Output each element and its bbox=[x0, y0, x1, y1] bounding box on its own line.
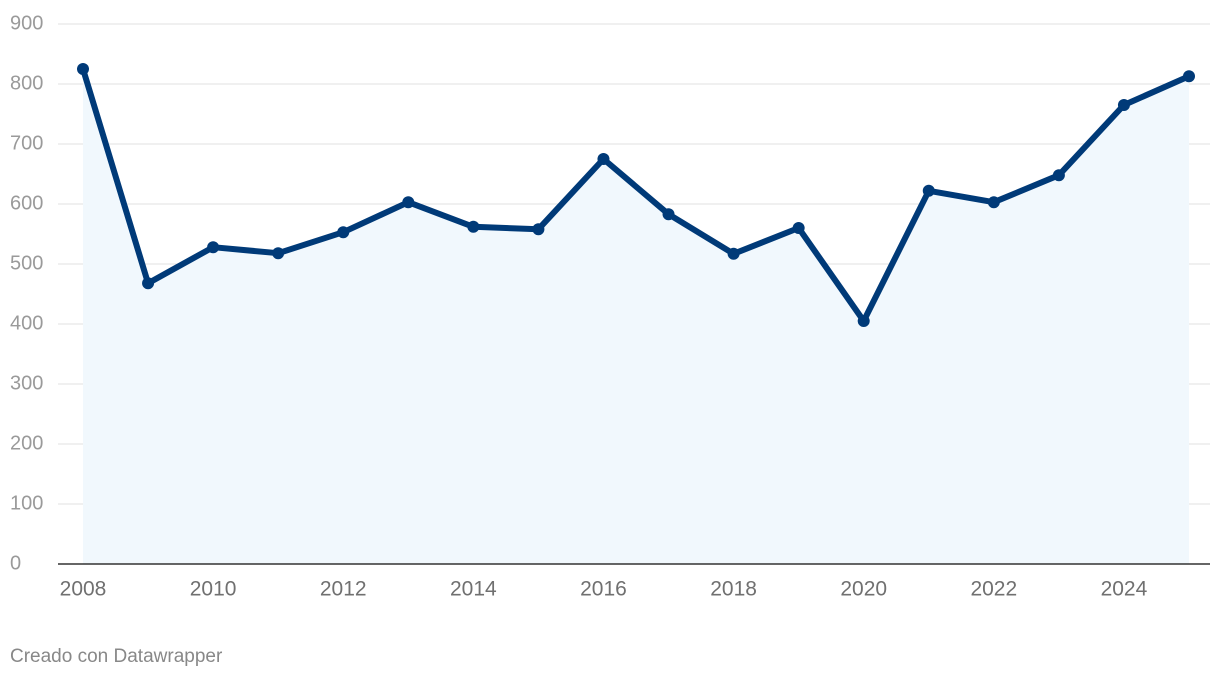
point bbox=[922, 184, 935, 197]
point bbox=[207, 241, 220, 254]
point bbox=[597, 153, 610, 165]
x-tick-label: 2018 bbox=[710, 578, 757, 601]
area bbox=[83, 69, 1189, 564]
y-tick-label: 600 bbox=[10, 192, 43, 214]
point bbox=[727, 247, 740, 260]
x-tick-label: 2022 bbox=[970, 578, 1017, 601]
point bbox=[1183, 70, 1195, 83]
point bbox=[532, 223, 545, 236]
x-tick-label: 2008 bbox=[60, 578, 107, 601]
y-tick-label: 300 bbox=[10, 372, 43, 394]
credit: Creado con Datawrapper bbox=[10, 646, 223, 667]
point bbox=[1052, 169, 1065, 182]
point bbox=[402, 196, 415, 209]
point bbox=[792, 222, 805, 234]
y-tick-label: 100 bbox=[10, 492, 43, 514]
point bbox=[467, 220, 480, 233]
y-tick-label: 800 bbox=[10, 72, 43, 94]
y-tick-label: 900 bbox=[10, 12, 43, 34]
point bbox=[337, 226, 350, 239]
y-tick-label: 400 bbox=[10, 312, 43, 334]
line bbox=[80, 66, 1192, 324]
y-tick-label: 0 bbox=[10, 552, 21, 574]
point bbox=[272, 247, 285, 260]
x-tick-label: 2014 bbox=[450, 578, 497, 601]
y-tick-label: 700 bbox=[10, 132, 43, 154]
point bbox=[142, 277, 155, 290]
y-tick-label: 500 bbox=[10, 252, 43, 274]
x-tick-label: 2020 bbox=[840, 578, 887, 601]
point bbox=[987, 196, 1000, 209]
point bbox=[857, 315, 870, 327]
y-tick-label: 200 bbox=[10, 432, 43, 454]
x-tick-label: 2012 bbox=[320, 578, 367, 601]
x-tick-label: 2010 bbox=[190, 578, 237, 601]
x-tick-label: 2016 bbox=[580, 578, 627, 601]
x-tick-label: 2024 bbox=[1101, 578, 1148, 601]
point bbox=[77, 63, 89, 75]
point bbox=[1117, 99, 1130, 111]
point bbox=[662, 208, 675, 221]
